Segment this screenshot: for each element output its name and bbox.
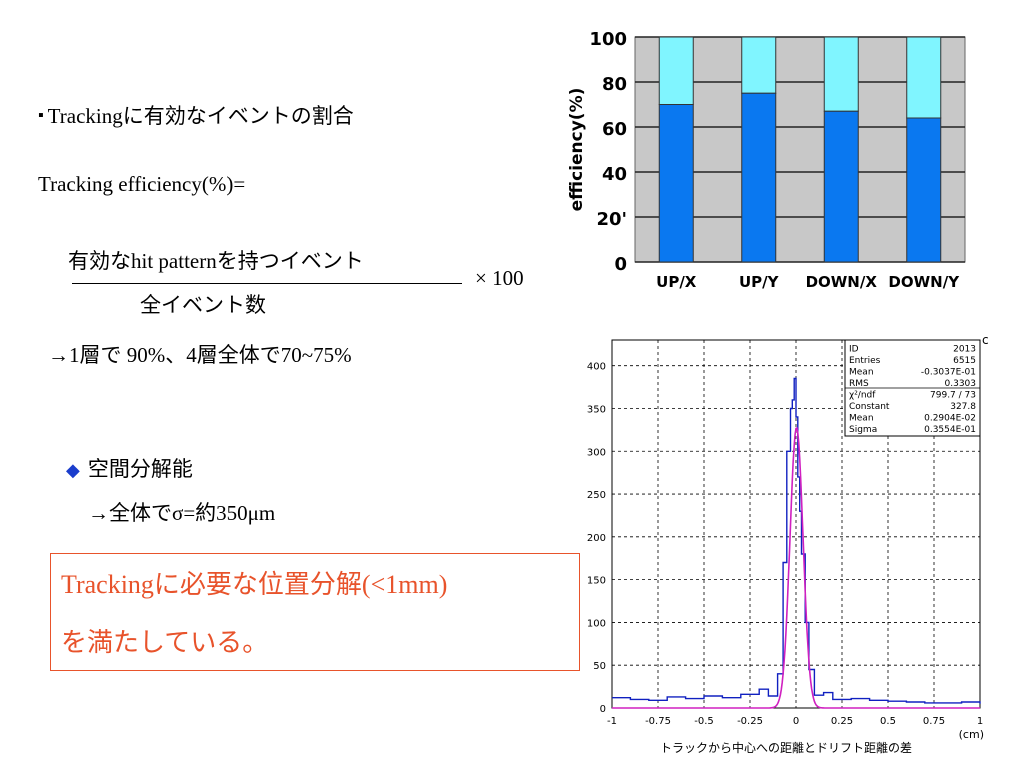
conclusion-box: Trackingに必要な位置分解(<1mm) を満たしている。 <box>50 553 580 671</box>
stats-value: 799.7 / 73 <box>930 391 976 401</box>
x-tick-label: 1 <box>977 716 983 727</box>
bullet-dot-icon: ▪ <box>38 107 44 124</box>
bar-lower <box>741 92 777 263</box>
stats-value: 2013 <box>953 345 976 355</box>
y-tick-label: 100 <box>589 29 627 50</box>
x-tick-label: 0 <box>793 716 799 727</box>
gaussian-fit-line <box>612 426 980 709</box>
stats-value: 0.3303 <box>945 379 977 389</box>
diamond-bullet-icon: ◆ <box>66 460 80 480</box>
x-tick-label: UP/X <box>656 273 697 291</box>
stats-key: RMS <box>849 379 869 389</box>
efficiency-bar-chart: 0 20' 40 60 80 100 UP/X UP/Y DOWN/X DOWN/Y efficie… <box>567 29 966 291</box>
stats-value: -0.3037E-01 <box>921 368 976 378</box>
x-tick-label: -0.75 <box>645 716 671 727</box>
bar-upper <box>823 36 859 112</box>
fraction-numerator: 有効なhit patternを持つイベント <box>68 249 364 273</box>
y-tick-label: 300 <box>587 447 606 458</box>
x-tick-label: -1 <box>607 716 617 727</box>
y-tick-label: 200 <box>587 533 606 544</box>
residual-histogram: -1 -0.75 -0.5 -0.25 0 0.25 0.5 0.75 1 0 50 100 150 20… <box>587 333 989 755</box>
x-tick-label: DOWN/Y <box>888 273 960 291</box>
x-tick-label: 0.25 <box>831 716 853 727</box>
y-tick-label: 80 <box>602 74 627 95</box>
bullet-point: ▪ Trackingに有効なイベントの割合 <box>38 100 354 130</box>
fraction-denominator: 全イベント数 <box>140 293 266 317</box>
stats-key: ID <box>849 345 859 355</box>
stats-key: Sigma <box>849 425 877 435</box>
resolution-title: 空間分解能 <box>87 458 193 481</box>
stats-key: Constant <box>849 402 890 412</box>
y-tick-label: 0 <box>614 254 627 275</box>
y-tick-label: 0 <box>600 704 606 715</box>
bar-upper <box>658 36 694 105</box>
x-tick-label: 0.5 <box>880 716 896 727</box>
stats-key: Mean <box>849 368 874 378</box>
bullet-text: Trackingに有効なイベントの割合 <box>47 104 354 128</box>
formula-label: Tracking efficiency(%)= <box>38 172 246 196</box>
stats-value: 0.2904E-02 <box>924 414 976 424</box>
y-tick-label: 20' <box>596 209 627 230</box>
x-tick-label: -0.25 <box>737 716 763 727</box>
resolution-heading: ◆ 空間分解能 <box>66 453 193 483</box>
y-tick-label: 250 <box>587 490 606 501</box>
fraction-bar <box>72 283 462 284</box>
stats-value: 0.3554E-01 <box>924 425 976 435</box>
bar-lower <box>906 117 942 263</box>
y-tick-label: 60 <box>602 119 627 140</box>
histogram-line <box>612 377 981 704</box>
multiplier: × 100 <box>475 266 524 290</box>
bar-lower <box>658 104 694 263</box>
x-axis-unit: (cm) <box>959 728 984 741</box>
y-tick-label: 150 <box>587 576 606 587</box>
y-tick-label: 40 <box>602 164 627 185</box>
conclusion-line-1: Trackingに必要な位置分解(<1mm) <box>61 570 448 599</box>
bar-lower <box>823 110 859 263</box>
corner-label: c <box>982 333 989 347</box>
y-axis-label: efficiency(%) <box>567 88 587 212</box>
stats-key: χ²/ndf <box>849 391 876 401</box>
stats-key: Entries <box>849 356 881 366</box>
efficiency-result: →1層で 90%、4層全体で70~75% <box>48 343 352 367</box>
stats-value: 6515 <box>953 356 976 366</box>
conclusion-line-2: を満たしている。 <box>61 628 269 657</box>
x-tick-label: DOWN/X <box>806 273 878 291</box>
resolution-value: →全体でσ=約350μm <box>88 501 276 525</box>
x-axis-label: トラックから中心への距離とドリフト距離の差 <box>660 740 912 755</box>
y-tick-label: 400 <box>587 362 606 373</box>
x-tick-label: UP/Y <box>739 273 780 291</box>
y-tick-label: 350 <box>587 404 606 415</box>
y-tick-label: 100 <box>587 618 606 629</box>
x-tick-label: 0.75 <box>923 716 945 727</box>
bar-upper <box>906 36 942 119</box>
stats-key: Mean <box>849 414 874 424</box>
x-tick-label: -0.5 <box>694 716 714 727</box>
bar-upper <box>741 36 777 94</box>
stats-value: 327.8 <box>950 402 976 412</box>
y-tick-label: 50 <box>593 661 606 672</box>
